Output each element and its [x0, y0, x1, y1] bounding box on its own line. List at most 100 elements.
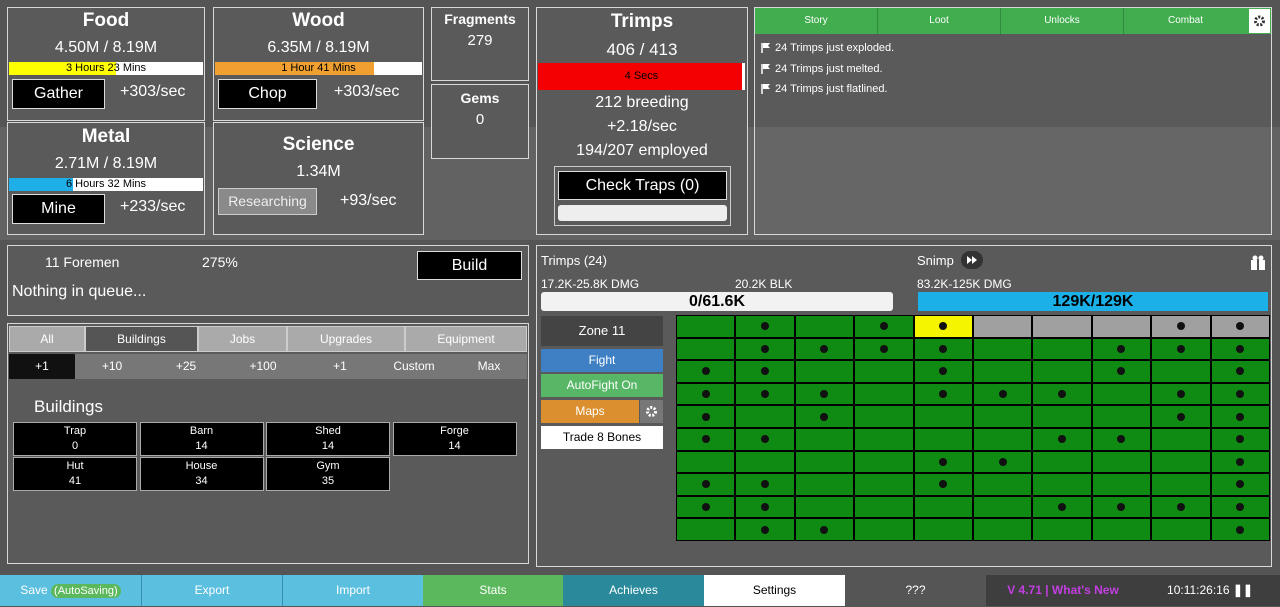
amount[interactable]: +10	[75, 354, 149, 379]
log-settings[interactable]	[1249, 9, 1270, 33]
zone: Zone 11	[541, 316, 663, 346]
enemy-name: Snimp	[917, 253, 954, 268]
map-cell	[676, 315, 736, 338]
cell-icon	[1236, 367, 1245, 376]
tab[interactable]: Jobs	[198, 326, 287, 352]
map-cell	[973, 315, 1033, 338]
log-box: Story Loot Unlocks Combat 24 Trimps just…	[754, 7, 1272, 235]
building-count: 35	[321, 475, 335, 487]
mine-button[interactable]: Mine	[12, 194, 105, 224]
amount[interactable]: +100	[223, 354, 303, 379]
building-count: 14	[195, 440, 208, 452]
fast-forward-icon[interactable]	[961, 251, 983, 269]
map-cell	[794, 405, 855, 428]
map-cell	[973, 360, 1033, 383]
map-cell	[1210, 382, 1270, 406]
import-button[interactable]: Import	[282, 575, 423, 606]
settings-button[interactable]: Settings	[704, 575, 845, 606]
label: Gems	[460, 90, 500, 106]
map-cell	[794, 382, 855, 406]
gather-button[interactable]: Gather	[12, 79, 105, 109]
tab[interactable]: Equipment	[405, 326, 527, 352]
map-cell	[676, 405, 736, 428]
ff	[967, 256, 977, 264]
map-cell	[735, 518, 795, 541]
map-cell	[1032, 360, 1092, 383]
trade-button[interactable]: Trade 8 Bones	[541, 426, 663, 449]
resource-amount: 1.34M	[296, 163, 341, 180]
cell-icon	[820, 412, 829, 421]
amount[interactable]: Max	[451, 354, 527, 379]
log-tab[interactable]: Combat	[1167, 15, 1203, 26]
building-name: Gym	[316, 460, 340, 472]
cell-icon	[1236, 344, 1245, 353]
building-button[interactable]: House 34	[139, 457, 264, 491]
pause-icon[interactable]: ❚❚	[1232, 583, 1253, 597]
building-count: 34	[195, 475, 208, 487]
export-button[interactable]: Export	[141, 575, 282, 606]
amount[interactable]: +25	[149, 354, 223, 379]
achieves-button[interactable]: Achieves	[563, 575, 704, 606]
cell-icon	[701, 367, 710, 376]
stats-button[interactable]: Stats	[423, 575, 563, 606]
map-cell	[1151, 518, 1211, 541]
tab[interactable]: All	[9, 326, 85, 352]
building-button[interactable]: Barn 14	[139, 422, 264, 456]
map-cell	[794, 428, 855, 451]
flag-icon	[761, 84, 770, 94]
autofight-button[interactable]: AutoFight On	[541, 374, 663, 397]
building-button[interactable]: Gym 35	[266, 457, 390, 491]
tab-active[interactable]: Buildings	[85, 326, 198, 352]
map-cell	[1210, 337, 1270, 361]
map-cell	[1151, 450, 1211, 474]
map-cell	[1091, 428, 1152, 451]
build-button[interactable]: Build	[417, 251, 522, 280]
time-label: 3 Hours 23 Mins	[65, 62, 147, 74]
chop-button[interactable]: Chop	[218, 79, 317, 109]
amount-active[interactable]: +1	[9, 354, 75, 379]
map-cell	[676, 382, 736, 406]
log-tab[interactable]: Unlocks	[1001, 8, 1124, 34]
building-button[interactable]: Trap 0	[13, 422, 137, 456]
save-button[interactable]: Save (AutoSaving)	[0, 575, 141, 606]
map-cell	[676, 337, 736, 361]
building-list: Trap 0 Barn 14 Shed 14 Forge 14 Hut 41 House 34 Gym 3…	[8, 324, 528, 563]
map-cell	[1032, 518, 1092, 541]
check-traps-button[interactable]: Check Traps (0)	[558, 171, 727, 200]
map-cell	[1091, 518, 1152, 541]
log-tab[interactable]: Loot	[878, 8, 1001, 34]
unknown-button[interactable]: ???	[845, 575, 986, 606]
fight-button[interactable]: Fight	[541, 349, 663, 372]
map-cell	[1091, 337, 1152, 361]
log-tab[interactable]: Story	[755, 8, 878, 34]
cell-icon	[1236, 412, 1245, 421]
map-cell	[854, 518, 914, 541]
amount[interactable]: Custom	[377, 354, 451, 379]
building-button[interactable]: Hut 41	[13, 457, 137, 491]
building-name: Hut	[66, 460, 84, 472]
map-cell	[735, 428, 795, 451]
log-tabs: Story Loot Unlocks Combat	[755, 8, 1271, 34]
cell-icon	[1058, 435, 1067, 444]
building-button[interactable]: Forge 14	[392, 422, 517, 456]
trimps-damage: 17.2K-25.8K DMG	[541, 277, 640, 291]
map-cell	[1091, 360, 1152, 383]
autosave-label: (AutoSaving)	[51, 584, 121, 598]
maps-settings[interactable]	[640, 400, 663, 423]
map-cell	[1151, 382, 1211, 406]
amount[interactable]: +1	[303, 354, 377, 379]
maps-button[interactable]: Maps	[541, 400, 639, 423]
flag-icon	[761, 43, 770, 53]
map-cell	[676, 495, 736, 519]
log-lower	[755, 127, 1271, 234]
version-button[interactable]: V 4.71 | What's New	[986, 575, 1140, 606]
gift-icon[interactable]	[1250, 255, 1266, 270]
tab[interactable]: Upgrades	[287, 326, 405, 352]
cell-icon	[761, 344, 770, 353]
research-button[interactable]: Researching	[218, 188, 317, 215]
building-button[interactable]: Shed 14	[266, 422, 390, 456]
map-cell	[1032, 495, 1092, 519]
cell-icon	[761, 480, 770, 489]
map-cell	[1210, 450, 1270, 474]
